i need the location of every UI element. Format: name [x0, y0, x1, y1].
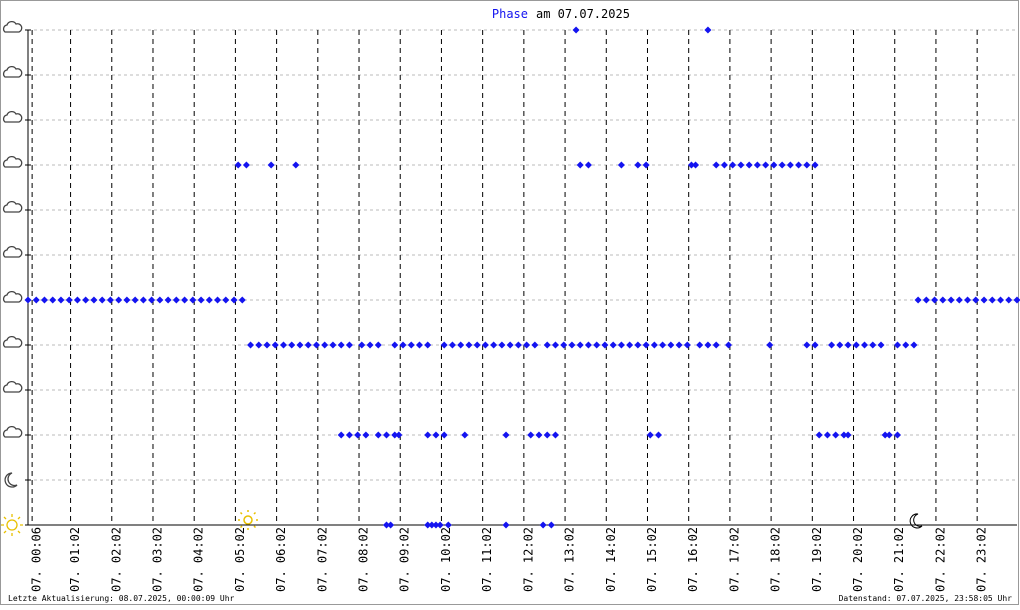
x-tick-label: 07. 01:02	[68, 527, 82, 592]
x-tick-label: 07. 17:02	[727, 527, 741, 592]
x-tick-label: 07. 23:02	[975, 527, 989, 592]
x-tick-label: 07. 05:02	[233, 527, 247, 592]
x-tick-label: 07. 18:02	[769, 527, 783, 592]
x-tick-label: 07. 09:02	[398, 527, 412, 592]
chart-title: am 07.07.2025	[536, 7, 630, 21]
x-tick-label: 07. 06:02	[274, 527, 288, 592]
title-prefix: Phase	[492, 7, 528, 21]
x-tick-label: 07. 03:02	[150, 527, 164, 592]
x-tick-label: 07. 19:02	[810, 527, 824, 592]
footer-left: Letzte Aktualisierung: 08.07.2025, 00:00…	[8, 594, 235, 603]
x-tick-label: 07. 15:02	[645, 527, 659, 592]
x-tick-label: 07. 10:02	[439, 527, 453, 592]
footer-right: Datenstand: 07.07.2025, 23:58:05 Uhr	[839, 594, 1013, 603]
x-tick-label: 07. 14:02	[604, 527, 618, 592]
x-tick-label: 07. 13:02	[563, 527, 577, 592]
x-tick-label: 07. 20:02	[851, 527, 865, 592]
x-tick-label: 07. 12:02	[521, 527, 535, 592]
x-tick-label: 07. 08:02	[357, 527, 371, 592]
x-tick-label: 07. 04:02	[192, 527, 206, 592]
x-tick-label: 07. 22:02	[933, 527, 947, 592]
x-tick-label: 07. 00:06	[30, 527, 44, 592]
x-tick-label: 07. 07:02	[315, 527, 329, 592]
x-tick-label: 07. 21:02	[892, 527, 906, 592]
x-tick-label: 07. 16:02	[686, 527, 700, 592]
x-tick-label: 07. 11:02	[480, 527, 494, 592]
x-tick-label: 07. 02:02	[109, 527, 123, 592]
